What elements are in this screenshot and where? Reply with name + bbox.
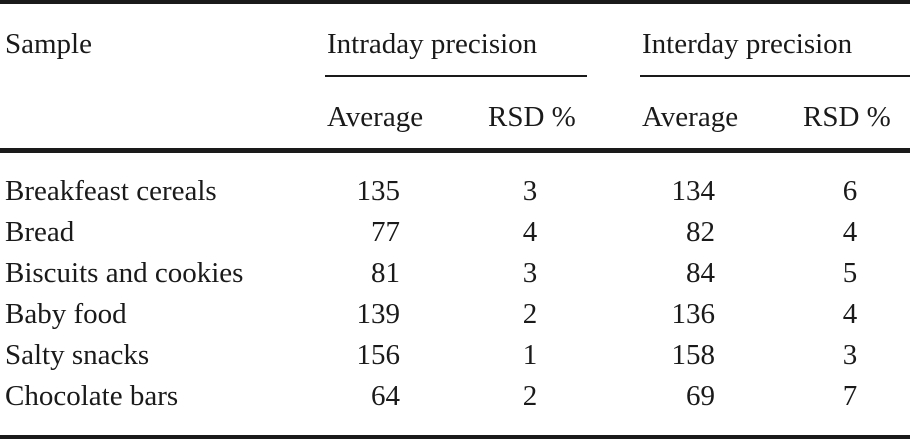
table-row-intraday-rsd: 3 [522,257,538,289]
intraday-group-rule [325,75,587,77]
table-row-interday-rsd: 4 [842,298,858,330]
table-row-sample: Chocolate bars [5,380,179,412]
table-row-intraday-average: 64 [371,380,400,412]
table-row-interday-average: 82 [686,216,715,248]
table-row-interday-rsd: 6 [842,175,858,207]
table-row-intraday-rsd: 1 [522,339,538,371]
table-row-intraday-rsd: 2 [522,298,538,330]
header-intraday-precision: Intraday precision [327,28,538,60]
table-row-interday-average: 158 [671,339,716,371]
bottom-rule [0,435,910,439]
table-row-sample: Baby food [5,298,127,330]
header-interday-precision: Interday precision [642,28,853,60]
table-row-intraday-rsd: 4 [522,216,538,248]
table-row-intraday-average: 81 [371,257,400,289]
header-interday-rsd: RSD % [803,101,891,133]
header-intraday-rsd: RSD % [488,101,576,133]
table-row-intraday-average: 135 [356,175,401,207]
table-row-interday-average: 84 [686,257,715,289]
table-row-sample: Biscuits and cookies [5,257,244,289]
header-intraday-average: Average [327,101,424,133]
table-row-interday-rsd: 3 [842,339,858,371]
table-row-interday-rsd: 5 [842,257,858,289]
table-row-intraday-average: 77 [371,216,400,248]
table-row-interday-rsd: 4 [842,216,858,248]
table-row-intraday-rsd: 2 [522,380,538,412]
header-sample: Sample [5,28,92,60]
table-row-interday-average: 69 [686,380,715,412]
table-row-interday-average: 136 [671,298,716,330]
header-interday-average: Average [642,101,739,133]
table-row-interday-average: 134 [671,175,716,207]
table-row-interday-rsd: 7 [842,380,858,412]
table-row-intraday-average: 156 [356,339,401,371]
interday-group-rule [640,75,910,77]
table-row-sample: Salty snacks [5,339,150,371]
table-row-sample: Breakfeast cereals [5,175,217,207]
table-row-intraday-average: 139 [356,298,401,330]
header-rule [0,148,910,153]
top-rule [0,0,910,4]
table-row-intraday-rsd: 3 [522,175,538,207]
table-row-sample: Bread [5,216,75,248]
